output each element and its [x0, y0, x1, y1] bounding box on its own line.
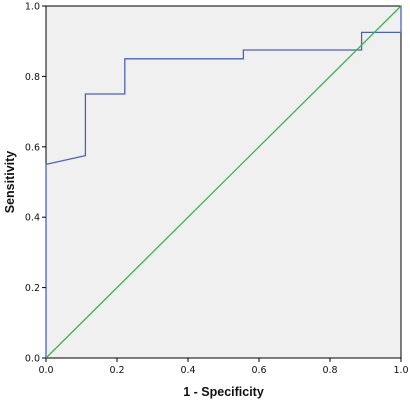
x-tick-label: 0.4	[180, 365, 195, 376]
y-tick-label: 0.2	[25, 283, 40, 294]
y-tick-label: 0.0	[25, 354, 40, 365]
x-tick-label: 0.0	[38, 365, 53, 376]
reference-diagonal-line	[45, 5, 402, 359]
x-tick-label: 1.0	[393, 365, 408, 376]
y-tick-label: 1.0	[25, 2, 40, 13]
x-tick-label: 0.2	[109, 365, 124, 376]
x-tick-label: 0.6	[251, 365, 266, 376]
ticks-layer: 0.0 0.2 0.4 0.6 0.8 1.0 0.0 0.2 0.4 0.6 0.8 1.0	[25, 2, 409, 377]
x-tick-label: 0.8	[322, 365, 337, 376]
y-axis-label: Sensitivity	[3, 151, 17, 214]
roc-curve-line	[45, 6, 402, 358]
y-tick-label: 0.8	[25, 72, 40, 83]
x-axis-label: 1 - Specificity	[183, 385, 264, 399]
y-tick-label: 0.6	[25, 142, 40, 153]
y-tick-label: 0.4	[25, 213, 40, 224]
series-layer	[45, 5, 402, 359]
